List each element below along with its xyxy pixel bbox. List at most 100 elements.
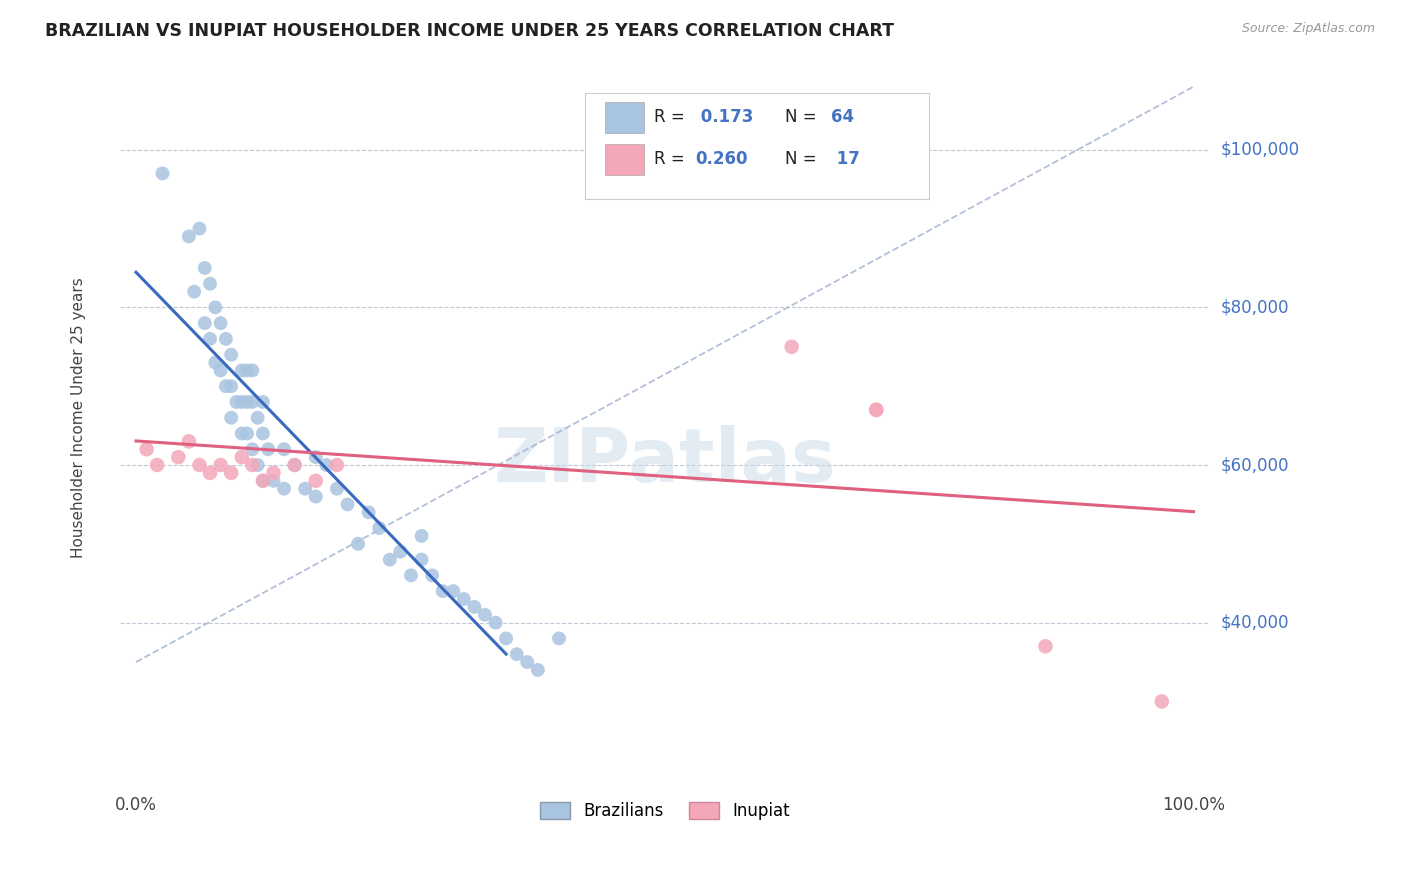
Text: $80,000: $80,000 <box>1220 298 1289 317</box>
Point <box>252 426 274 441</box>
Point <box>135 442 157 457</box>
FancyBboxPatch shape <box>605 103 644 133</box>
Point <box>368 521 391 535</box>
Point <box>198 277 221 291</box>
FancyBboxPatch shape <box>605 145 644 175</box>
Text: 64: 64 <box>831 108 855 126</box>
Text: $60,000: $60,000 <box>1220 456 1289 474</box>
Text: $40,000: $40,000 <box>1220 614 1289 632</box>
Text: 17: 17 <box>831 150 860 168</box>
Text: 0.173: 0.173 <box>695 108 754 126</box>
Point <box>326 482 349 496</box>
Point <box>167 450 190 464</box>
Point <box>453 592 475 607</box>
Point <box>209 363 232 377</box>
Point <box>194 316 217 330</box>
Point <box>194 260 217 275</box>
Point <box>209 458 232 472</box>
FancyBboxPatch shape <box>585 93 929 199</box>
Point <box>198 466 221 480</box>
Point <box>273 482 295 496</box>
Point <box>347 537 370 551</box>
Text: N =: N = <box>785 108 821 126</box>
Point <box>236 426 259 441</box>
Point <box>506 647 529 661</box>
Point <box>284 458 307 472</box>
Text: BRAZILIAN VS INUPIAT HOUSEHOLDER INCOME UNDER 25 YEARS CORRELATION CHART: BRAZILIAN VS INUPIAT HOUSEHOLDER INCOME … <box>45 22 894 40</box>
Point <box>240 442 263 457</box>
Text: R =: R = <box>654 150 690 168</box>
Point <box>188 221 211 235</box>
Point <box>548 632 571 646</box>
Point <box>411 552 433 566</box>
Point <box>252 474 274 488</box>
Text: $100,000: $100,000 <box>1220 141 1299 159</box>
Point <box>240 363 263 377</box>
Point <box>204 355 226 369</box>
Point <box>188 458 211 472</box>
Point <box>219 410 242 425</box>
Point <box>225 395 247 409</box>
Point <box>146 458 169 472</box>
Point <box>495 632 517 646</box>
Point <box>231 450 253 464</box>
Point <box>263 466 285 480</box>
Point <box>273 442 295 457</box>
Point <box>263 474 285 488</box>
Point <box>252 474 274 488</box>
Point <box>441 584 464 599</box>
Point <box>865 402 887 417</box>
Point <box>865 402 887 417</box>
Point <box>183 285 205 299</box>
Text: ZIPatlas: ZIPatlas <box>494 425 837 498</box>
Point <box>780 340 803 354</box>
Point <box>240 395 263 409</box>
Point <box>219 348 242 362</box>
Point <box>231 395 253 409</box>
Point <box>378 552 401 566</box>
Point <box>257 442 280 457</box>
Point <box>246 458 269 472</box>
Point <box>1150 694 1173 708</box>
Text: R =: R = <box>654 108 690 126</box>
Point <box>215 379 238 393</box>
Point <box>484 615 506 630</box>
Point <box>294 482 316 496</box>
Point <box>420 568 443 582</box>
Text: Source: ZipAtlas.com: Source: ZipAtlas.com <box>1241 22 1375 36</box>
Point <box>236 395 259 409</box>
Point <box>516 655 538 669</box>
Point <box>240 458 263 472</box>
Point <box>177 434 200 449</box>
Legend: Brazilians, Inupiat: Brazilians, Inupiat <box>533 795 796 826</box>
Point <box>336 497 359 511</box>
Point <box>315 458 337 472</box>
Point <box>305 450 328 464</box>
Point <box>198 332 221 346</box>
Point <box>432 584 454 599</box>
Point <box>204 301 226 315</box>
Point <box>231 363 253 377</box>
Point <box>284 458 307 472</box>
Point <box>177 229 200 244</box>
Point <box>236 363 259 377</box>
Point <box>305 490 328 504</box>
Point <box>219 466 242 480</box>
Text: 0.260: 0.260 <box>695 150 748 168</box>
Point <box>326 458 349 472</box>
Point <box>215 332 238 346</box>
Point <box>411 529 433 543</box>
Point <box>252 395 274 409</box>
Point <box>152 166 174 180</box>
Point <box>474 607 496 622</box>
Text: Householder Income Under 25 years: Householder Income Under 25 years <box>72 277 86 558</box>
Point <box>389 545 412 559</box>
Point <box>305 474 328 488</box>
Point <box>527 663 550 677</box>
Point <box>399 568 422 582</box>
Point <box>231 426 253 441</box>
Point <box>357 505 380 519</box>
Point <box>246 410 269 425</box>
Point <box>209 316 232 330</box>
Point <box>463 599 485 614</box>
